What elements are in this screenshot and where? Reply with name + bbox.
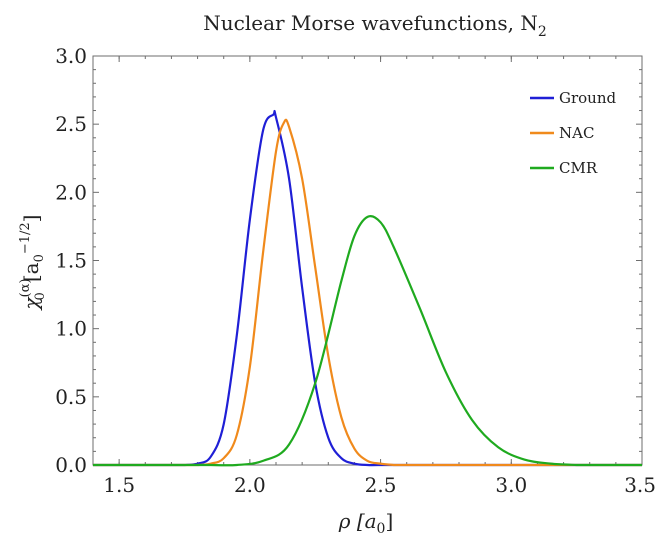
legend-label-nac: NAC — [559, 124, 594, 142]
plot-area — [93, 110, 642, 467]
x-tick-label: 3.0 — [495, 473, 527, 497]
x-axis: 1.5 2.0 2.5 3.0 3.5 — [92, 56, 656, 497]
series-line-ground — [93, 110, 642, 467]
x-axis-label: ρ [a0] — [338, 509, 394, 537]
x-tick-label: 1.5 — [103, 473, 135, 497]
series-line-nac — [93, 118, 642, 467]
x-tick-label: 3.5 — [624, 473, 656, 497]
legend-label-cmr: CMR — [559, 159, 598, 177]
chart-title: Nuclear Morse wavefunctions, N2 — [203, 11, 547, 40]
y-tick-label: 1.0 — [55, 317, 87, 341]
x-tick-label: 2.0 — [234, 473, 266, 497]
y-tick-label: 0.5 — [55, 385, 87, 409]
y-tick-label: 1.5 — [55, 249, 87, 273]
series-line-cmr — [93, 214, 642, 467]
y-tick-label: 3.0 — [55, 44, 87, 68]
legend: Ground NAC CMR — [530, 89, 617, 177]
y-tick-label: 0.0 — [55, 453, 87, 477]
y-axis-label: χ(α)0[a0−1/2] — [18, 215, 48, 312]
legend-label-ground: Ground — [559, 89, 617, 107]
y-tick-label: 2.0 — [55, 180, 87, 204]
y-tick-label: 2.5 — [55, 112, 87, 136]
plot-frame — [92, 55, 643, 466]
x-tick-label: 2.5 — [365, 473, 397, 497]
y-axis: 0.0 0.5 1.0 1.5 2.0 2.5 3.0 — [55, 44, 642, 477]
